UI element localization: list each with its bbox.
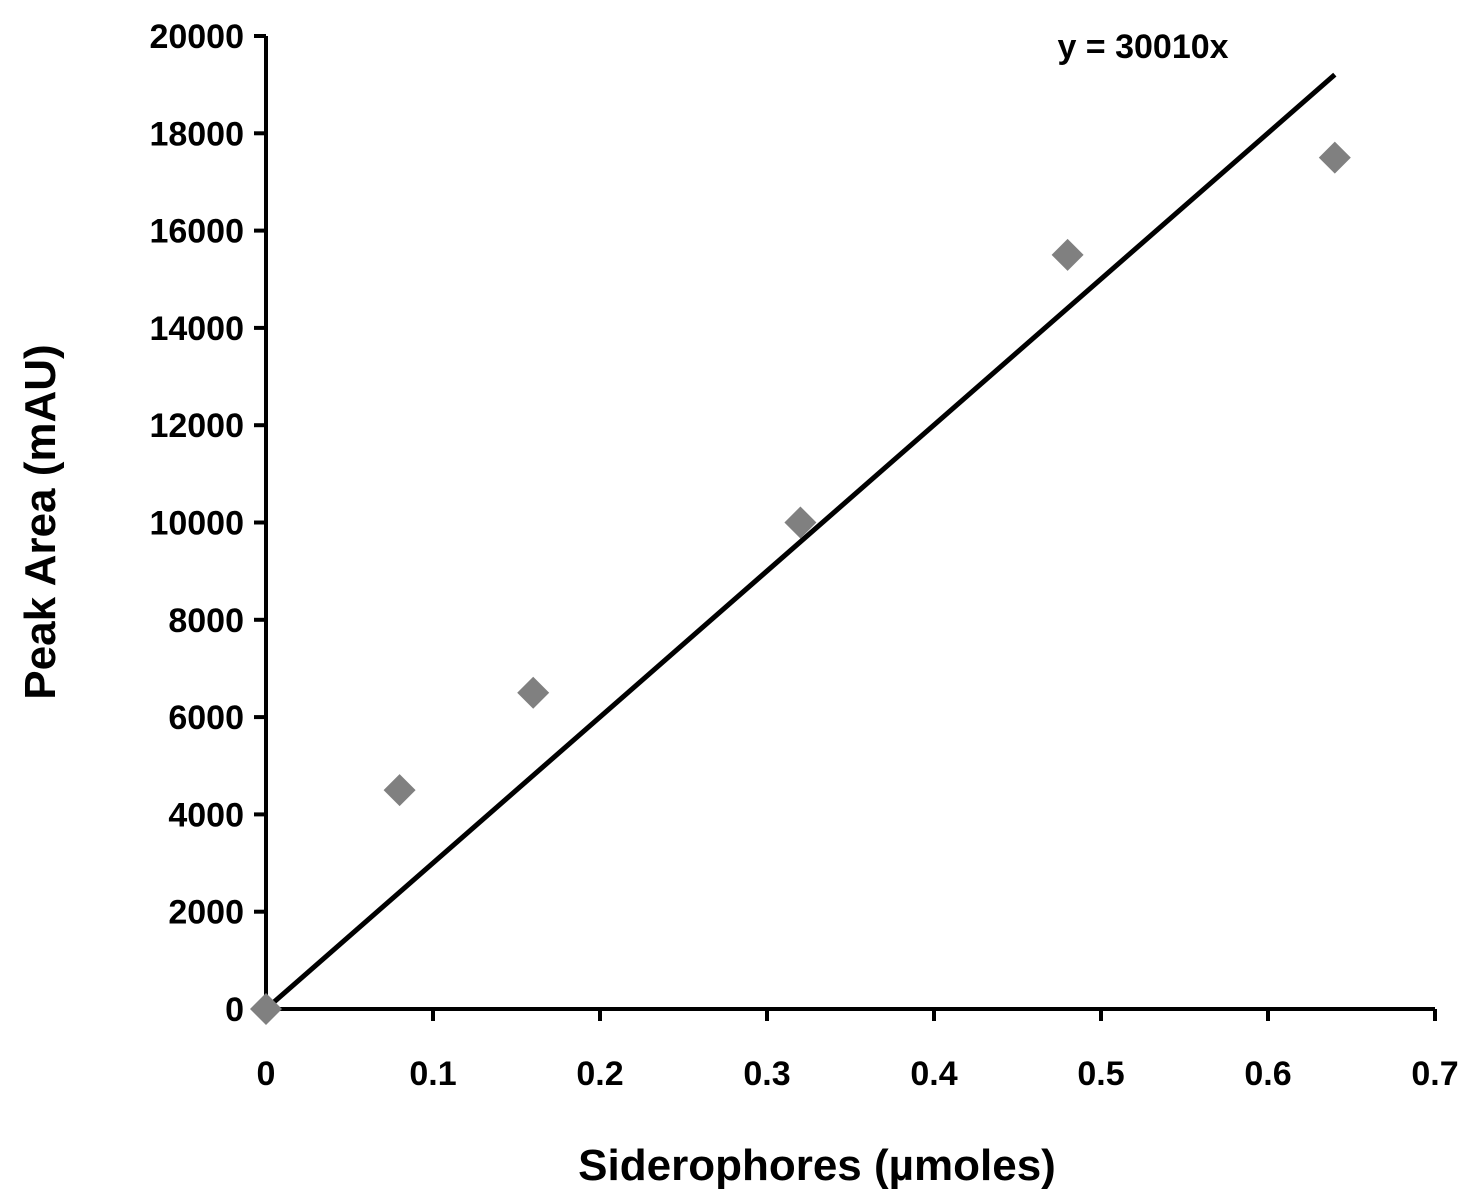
- data-point: [517, 676, 550, 709]
- x-tick-label: 0.3: [743, 1055, 790, 1093]
- y-tick-label: 2000: [168, 894, 244, 932]
- y-axis-title: Peak Area (mAU): [16, 344, 65, 699]
- y-tick-label: 16000: [149, 213, 244, 251]
- x-tick-label: 0.2: [576, 1055, 623, 1093]
- x-axis-title: Siderophores (µmoles): [578, 1141, 1056, 1190]
- x-tick-label: 0.5: [1077, 1055, 1124, 1093]
- plot-area: 0 2000 4000 6000 8000 10000 12000 14000 16000 180…: [149, 18, 1458, 1093]
- x-tick-label: 0.1: [409, 1055, 456, 1093]
- data-point: [250, 993, 282, 1025]
- y-tick-label: 4000: [168, 796, 244, 834]
- y-tick-label: 8000: [168, 602, 244, 640]
- y-tick-label: 18000: [149, 115, 244, 153]
- y-tick-label: 0: [225, 991, 244, 1029]
- data-point: [383, 774, 416, 807]
- y-tick-label: 20000: [149, 18, 244, 56]
- x-tick-label: 0: [257, 1055, 276, 1093]
- x-tick-label: 0.4: [910, 1055, 957, 1093]
- trendline-equation: y = 30010x: [1057, 28, 1228, 66]
- data-point: [1051, 238, 1084, 271]
- y-tick-label: 12000: [149, 407, 244, 445]
- x-tick-label: 0.7: [1411, 1055, 1458, 1093]
- data-point: [784, 506, 817, 539]
- trendline: [264, 72, 1337, 1011]
- data-point: [1318, 141, 1351, 174]
- x-tick-label: 0.6: [1244, 1055, 1291, 1093]
- y-tick-label: 14000: [149, 310, 244, 348]
- y-tick-label: 10000: [149, 505, 244, 543]
- y-tick-label: 6000: [168, 699, 244, 737]
